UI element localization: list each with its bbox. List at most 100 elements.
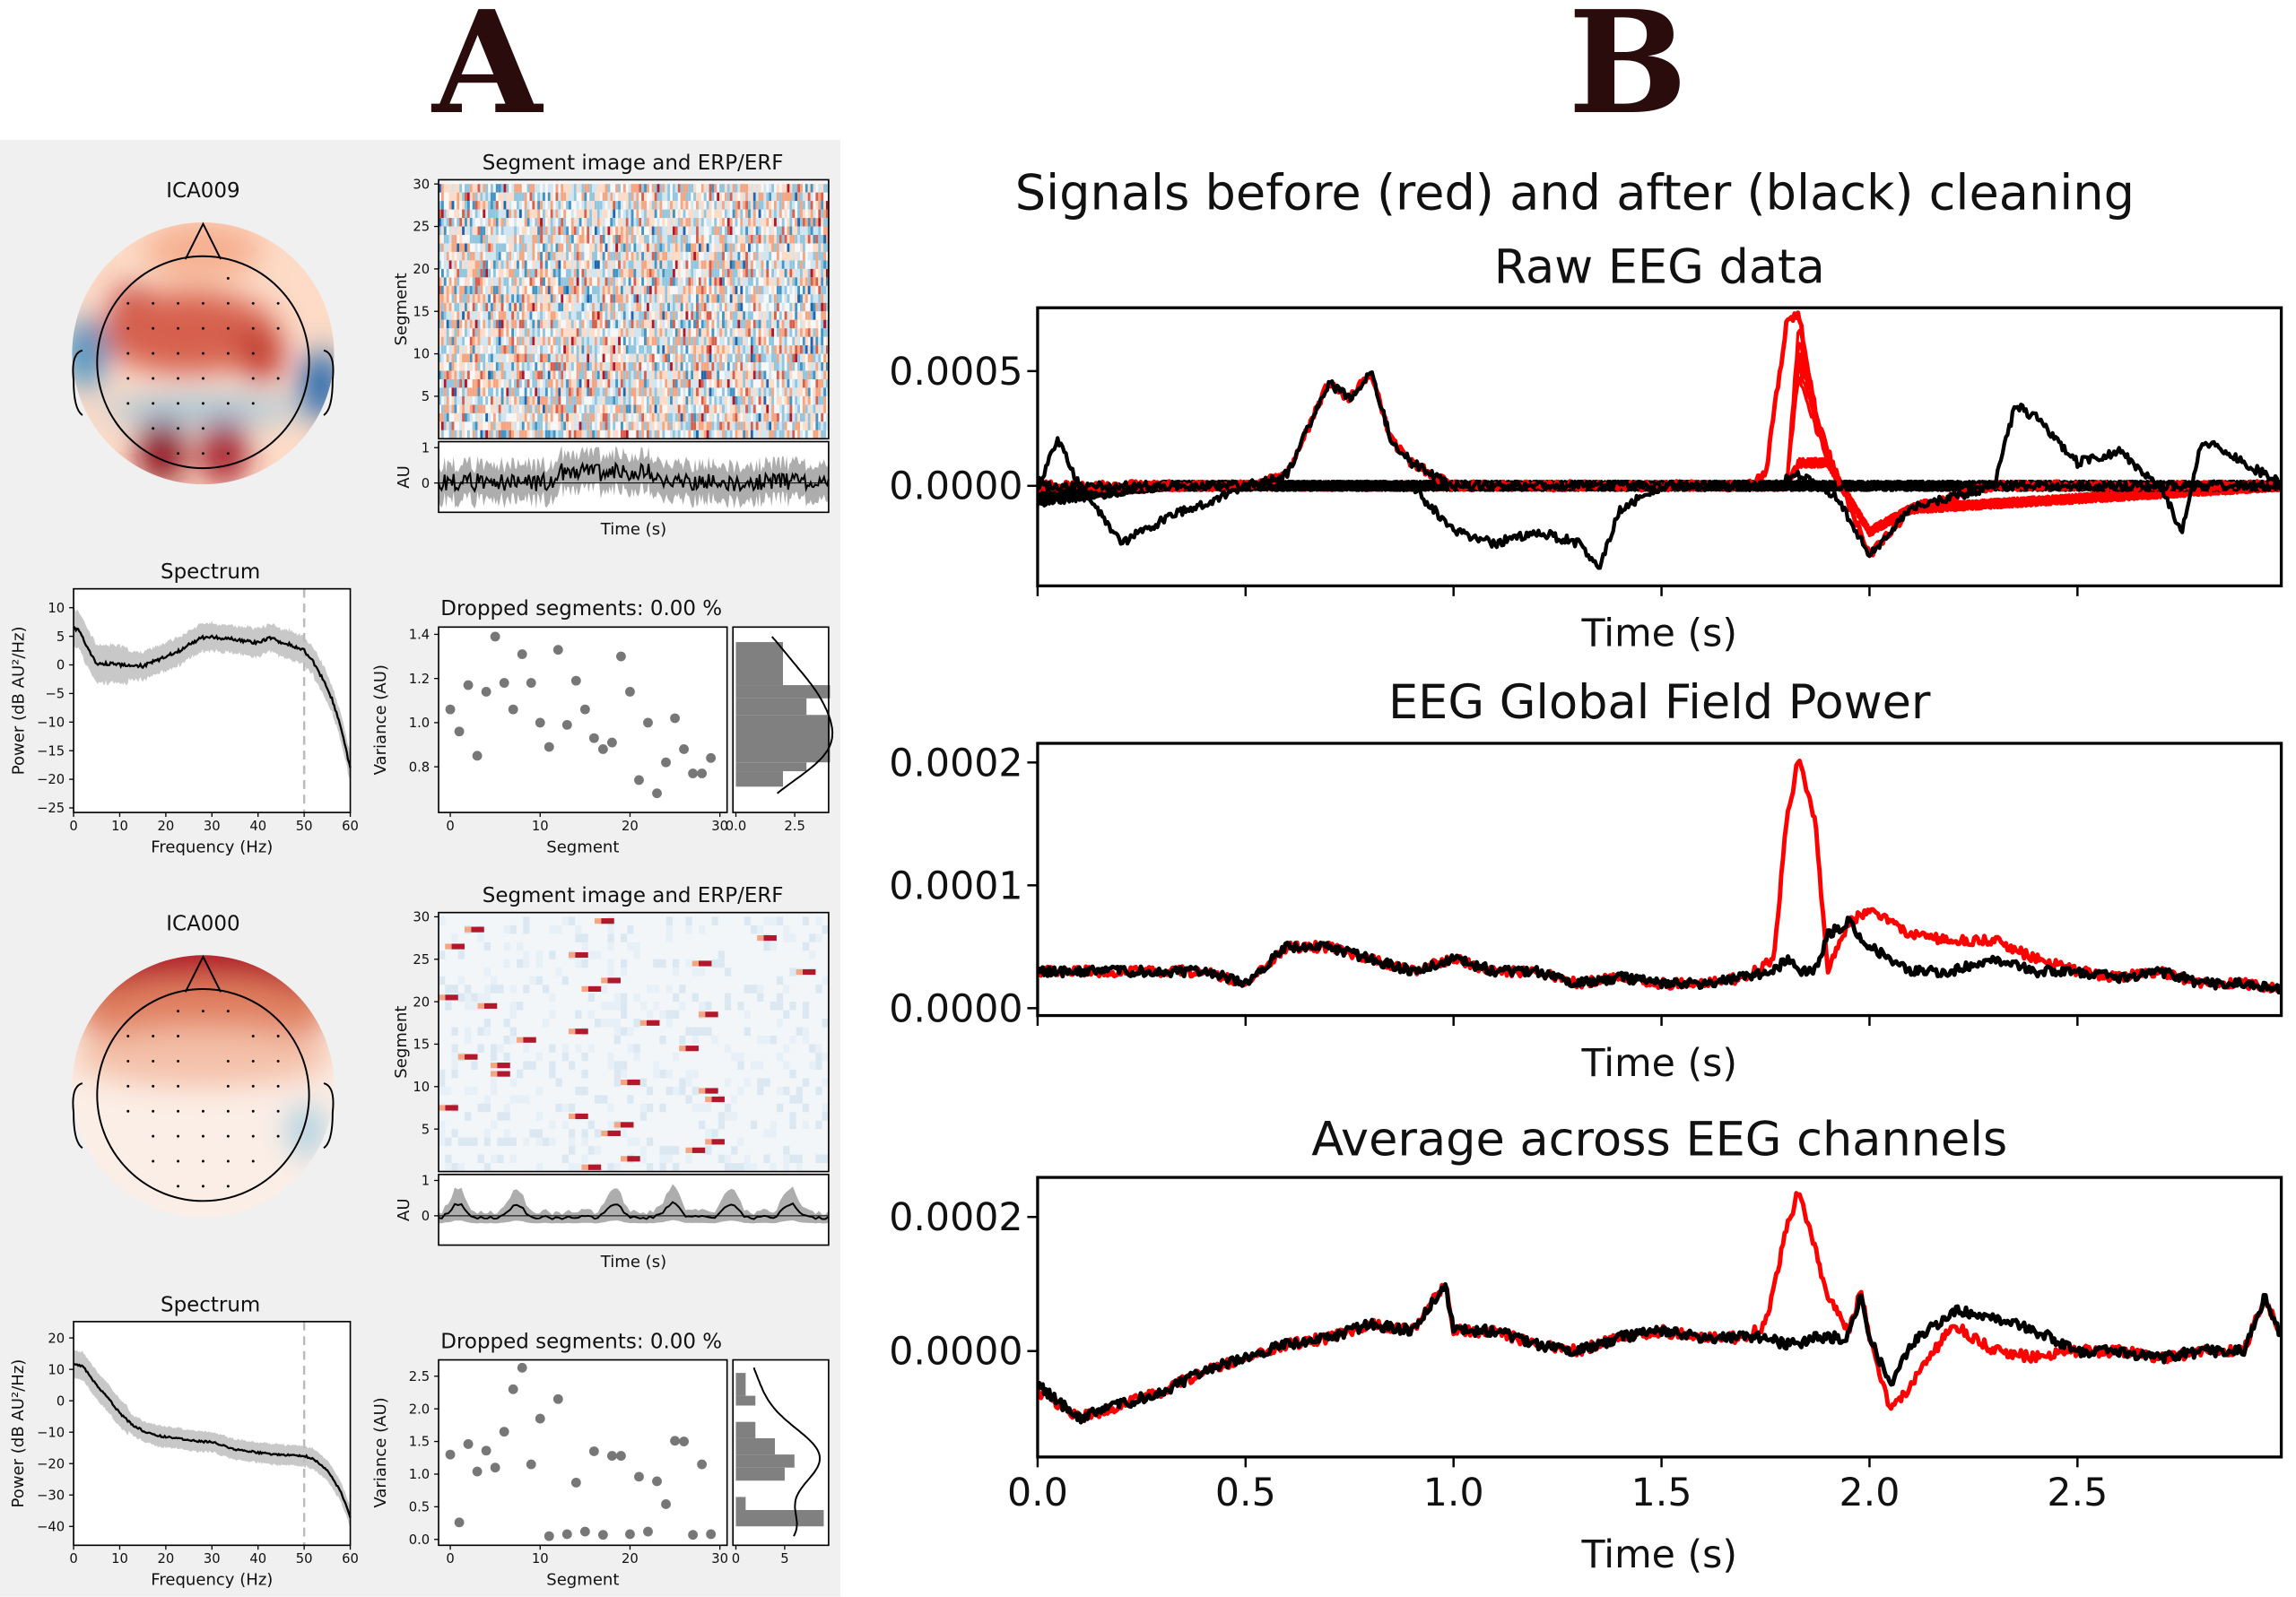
segment-cell: [615, 184, 619, 193]
segment-cell: [469, 268, 473, 278]
segment-cell: [526, 362, 530, 371]
segment-cell: [709, 430, 712, 439]
segment-cell: [596, 294, 600, 303]
segment-cell: [750, 1061, 758, 1070]
segment-cell: [589, 184, 593, 193]
segment-cell: [667, 311, 671, 320]
segment-cell: [633, 993, 640, 1002]
segment-cell: [825, 277, 829, 286]
segment-cell: [763, 319, 767, 329]
segment-cell: [542, 404, 545, 413]
segment-cell: [724, 1044, 732, 1053]
segment-cell: [602, 294, 605, 303]
segment-cell: [587, 1164, 602, 1170]
segment-cell: [457, 430, 460, 439]
segment-cell: [526, 218, 530, 227]
segment-cell: [550, 285, 553, 295]
segment-cell: [594, 311, 597, 320]
segment-cell: [625, 209, 629, 219]
segment-cell: [776, 302, 779, 312]
segment-cell: [578, 378, 582, 388]
segment-cell: [459, 235, 463, 244]
segment-cell: [620, 1002, 628, 1011]
sensor-dot: [226, 402, 230, 405]
segment-cell: [594, 1129, 602, 1138]
segment-cell: [724, 294, 727, 303]
segment-cell: [526, 243, 530, 252]
segment-cell: [703, 251, 707, 261]
segment-cell: [535, 1137, 543, 1147]
segment-cell: [465, 192, 467, 202]
segment-cell: [521, 192, 525, 202]
scatter-point: [552, 645, 563, 655]
segment-cell: [584, 311, 587, 320]
segment-cell: [711, 294, 715, 303]
segment-cell: [509, 353, 512, 363]
segment-cell: [573, 353, 577, 363]
segment-cell: [776, 226, 779, 236]
segment-cell: [729, 251, 733, 261]
segment-cell: [620, 218, 623, 227]
segment-cell: [709, 201, 712, 210]
segment-cell: [644, 285, 647, 295]
segment-cell: [610, 378, 613, 388]
segment-cell: [670, 251, 673, 261]
segment-cell: [443, 285, 447, 295]
segment-cell: [465, 926, 472, 933]
spectrum-line: [73, 625, 352, 768]
segment-cell: [729, 268, 733, 278]
segment-cell: [718, 1120, 725, 1130]
segment-cell: [711, 412, 715, 422]
segment-cell: [492, 294, 496, 303]
segment-cell: [589, 328, 593, 337]
segment-cell: [631, 260, 634, 269]
segment-cell: [514, 277, 517, 286]
segment-cell: [503, 1019, 510, 1028]
segment-cell: [807, 345, 811, 354]
segment-cell: [439, 1086, 446, 1096]
segment-cell: [627, 1095, 634, 1104]
segment-cell: [670, 201, 673, 210]
segment-cell: [550, 192, 553, 202]
segment-cell: [659, 345, 663, 354]
segment-cell: [491, 387, 493, 396]
segment-cell: [795, 192, 798, 202]
segment-cell: [784, 294, 787, 303]
segment-cell: [523, 1044, 530, 1053]
segment-cell: [815, 1086, 822, 1096]
segment-cell: [628, 421, 631, 430]
segment-cell: [622, 277, 626, 286]
segment-cell: [529, 328, 533, 337]
segment-cell: [654, 268, 657, 278]
segment-cell: [594, 412, 597, 422]
segment-cell: [620, 353, 623, 363]
segment-cell: [483, 370, 486, 379]
segment-cell: [644, 353, 647, 363]
segment-cell: [584, 336, 587, 346]
segment-cell: [620, 260, 623, 269]
segment-cell: [815, 235, 819, 244]
segment-cell: [558, 268, 561, 278]
segment-cell: [659, 1010, 666, 1020]
segment-cell: [688, 353, 691, 363]
segment-cell: [688, 277, 691, 286]
segment-cell: [480, 370, 483, 379]
segment-cell: [471, 1086, 478, 1096]
segment-cell: [535, 319, 538, 329]
segment-cell: [555, 336, 559, 346]
segment-cell: [584, 328, 587, 337]
segment-cell: [602, 328, 605, 337]
segment-cell: [628, 260, 631, 269]
segment-cell: [745, 201, 749, 210]
segment-cell: [804, 387, 808, 396]
segment-cell: [509, 395, 512, 405]
segment-cell: [789, 412, 793, 422]
segment-cell: [451, 1061, 458, 1070]
plot-area: [1037, 759, 2282, 995]
segment-cell: [672, 1163, 680, 1172]
scatter-point: [652, 1476, 662, 1487]
segment-cell: [672, 336, 675, 346]
segment-cell: [685, 924, 692, 934]
segment-cell: [466, 319, 470, 329]
